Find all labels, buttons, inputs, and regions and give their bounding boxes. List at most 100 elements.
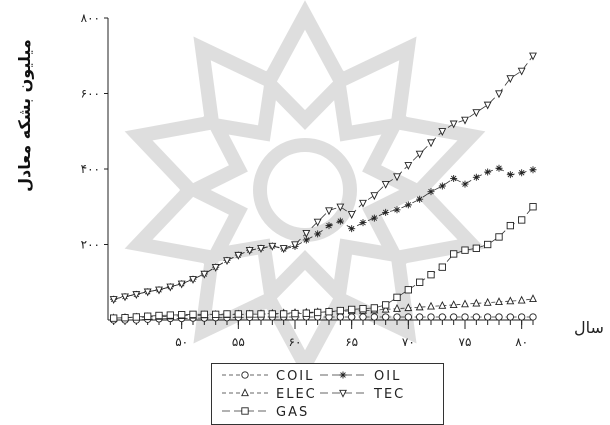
point-tec: [517, 67, 526, 76]
point-oil: [382, 208, 390, 216]
point-gas: [393, 293, 401, 301]
x-tick-label: ۷۰: [402, 335, 415, 349]
point-tec: [257, 245, 265, 253]
series-line-oil: [113, 167, 534, 300]
point-tec: [483, 101, 492, 110]
point-gas: [370, 304, 378, 312]
point-coil: [348, 313, 356, 321]
point-gas: [121, 314, 129, 322]
point-tec: [302, 230, 311, 238]
point-gas: [155, 311, 163, 320]
point-oil: [370, 214, 378, 222]
point-oil: [484, 168, 492, 176]
legend-marker-oil: [339, 371, 347, 379]
point-tec: [506, 75, 515, 84]
point-tec: [189, 276, 197, 284]
point-oil: [416, 195, 424, 203]
point-tec: [449, 120, 458, 129]
series-line-gas: [113, 206, 534, 319]
point-oil: [302, 236, 310, 244]
point-coil: [472, 313, 480, 321]
point-tec: [415, 150, 424, 159]
y-axis-title: میلیون بشکه معادل: [4, 0, 44, 230]
legend-item-coil: COIL: [222, 369, 314, 384]
point-gas: [257, 310, 265, 318]
point-elec: [506, 296, 515, 305]
point-elec: [517, 295, 526, 304]
point-gas: [314, 308, 322, 317]
point-gas: [495, 233, 503, 241]
x-tick-label: ۶۵: [345, 335, 358, 349]
series-line-tec: [113, 55, 534, 300]
point-tec: [211, 264, 220, 272]
point-oil: [438, 182, 446, 190]
point-gas: [302, 309, 310, 317]
point-gas: [144, 312, 152, 320]
point-gas: [178, 311, 186, 319]
point-gas: [291, 309, 299, 318]
y-tick-label: ۲۰۰: [81, 238, 100, 252]
point-oil: [336, 217, 344, 225]
legend-marker-gas: [241, 407, 249, 415]
y-tick-label: ۶۰۰: [81, 87, 100, 101]
series-gas: [110, 203, 537, 322]
point-gas: [132, 313, 140, 321]
legend: COIL OIL ELEC TEC GAS: [211, 363, 444, 425]
point-coil: [404, 313, 412, 321]
point-tec: [370, 192, 379, 201]
x-axis-title: سال: [574, 318, 604, 337]
point-tec: [427, 139, 435, 148]
legend-item-gas: GAS: [222, 405, 309, 420]
point-coil: [336, 313, 344, 321]
point-elec: [495, 297, 503, 306]
point-gas: [359, 305, 367, 313]
point-tec: [472, 109, 481, 118]
point-tec: [155, 286, 163, 295]
legend-label: COIL: [276, 369, 314, 384]
point-oil: [529, 166, 537, 174]
x-tick-label: ۷۵: [459, 335, 472, 349]
series-oil: [110, 164, 537, 303]
point-elec: [529, 294, 537, 303]
point-coil: [382, 313, 390, 321]
point-coil: [450, 313, 458, 321]
point-oil: [472, 173, 480, 181]
point-gas: [348, 305, 356, 314]
point-gas: [336, 306, 344, 315]
point-coil: [427, 313, 435, 321]
legend-item-oil: OIL: [320, 369, 399, 384]
x-tick-label: ۸۰: [515, 335, 528, 349]
point-tec: [393, 173, 401, 182]
legend-item-tec: TEC: [320, 387, 403, 402]
point-oil: [393, 206, 401, 214]
point-tec: [200, 270, 209, 279]
y-tick-label: ۴۰۰: [81, 162, 100, 176]
point-elec: [427, 301, 435, 310]
point-coil: [393, 313, 401, 321]
point-tec: [461, 116, 469, 125]
point-gas: [472, 244, 480, 252]
legend-marker-elec: [241, 388, 249, 397]
point-gas: [246, 310, 254, 318]
point-oil: [518, 169, 526, 177]
point-tec: [495, 90, 503, 99]
point-tec: [279, 245, 288, 253]
point-elec: [461, 299, 469, 308]
point-tec: [359, 199, 367, 208]
point-gas: [325, 308, 333, 316]
point-gas: [506, 221, 514, 230]
point-coil: [438, 313, 446, 321]
point-oil: [427, 188, 435, 196]
point-oil: [461, 180, 469, 188]
series-tec: [109, 52, 537, 304]
x-tick-label: ۵۰: [175, 335, 188, 349]
point-elec: [438, 300, 447, 309]
point-gas: [200, 310, 208, 318]
point-coil: [506, 313, 514, 321]
point-oil: [495, 164, 503, 172]
point-tec: [223, 257, 231, 266]
legend-label: GAS: [276, 405, 309, 420]
point-tec: [245, 247, 254, 255]
point-elec: [381, 304, 390, 313]
legend-label: ELEC: [276, 387, 317, 402]
